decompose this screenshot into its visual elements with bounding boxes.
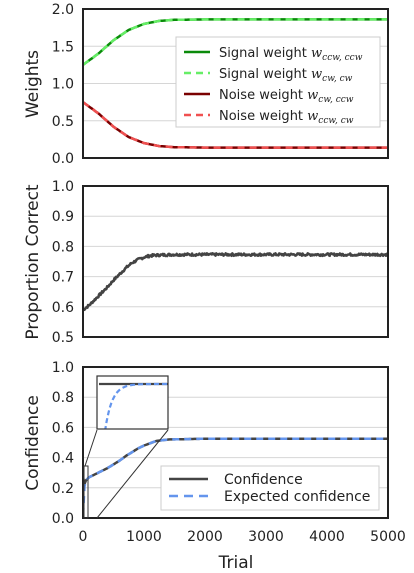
inset-connector-bottom [96, 429, 169, 519]
x-tick-label: 3000 [248, 529, 284, 545]
y-tick-label: 0.9 [52, 209, 74, 225]
x-tick-label: 5000 [370, 529, 406, 545]
y-axis-label-proportion: Proportion Correct [23, 184, 43, 340]
legend-weights: Signal weight wccw, ccw Signal weight wcw… [175, 36, 381, 128]
series-line-weights-1 [83, 18, 388, 66]
plot-frame-proportion [82, 185, 389, 338]
y-tick-label: 0.0 [52, 151, 74, 167]
y-tick-label: 1.0 [52, 360, 74, 376]
inset-source-box [83, 465, 89, 519]
series-line-proportion-0 [83, 252, 388, 312]
legend-box-confidence [160, 465, 380, 511]
y-tick-label: 0.8 [52, 390, 74, 406]
series-line-weights-3 [83, 101, 388, 149]
y-axis-label-confidence: Confidence [23, 395, 43, 491]
legend-label: Noise weight wccw, cw [219, 109, 354, 126]
plot-frame-confidence [82, 366, 389, 519]
x-tick-label: 2000 [187, 529, 223, 545]
legend-label: Confidence [224, 472, 303, 488]
y-ticks-proportion: 0.5 0.6 0.7 0.8 0.9 1.0 [52, 179, 74, 346]
y-tick-label: 0.0 [52, 511, 74, 527]
x-tick-label: 0 [79, 529, 88, 545]
y-tick-label: 0.4 [52, 451, 74, 467]
y-tick-label: 1.5 [52, 39, 74, 55]
x-tick-label: 1000 [126, 529, 162, 545]
plot-frame-weights [82, 8, 389, 159]
y-tick-label: 1.0 [52, 77, 74, 93]
grid-proportion [83, 185, 388, 338]
y-tick-label: 0.8 [52, 239, 74, 255]
zoom-inset [83, 375, 169, 519]
y-axis-label-weights: Weights [23, 50, 43, 118]
inset-expected-line [104, 382, 168, 429]
y-tick-label: 0.6 [52, 300, 74, 316]
y-tick-label: 2.0 [52, 2, 74, 18]
series-line-confidence-1 [83, 437, 388, 516]
legend-label: Signal weight wcw, cw [219, 67, 353, 84]
inset-connector-top [84, 429, 98, 467]
y-ticks-confidence: 0.0 0.2 0.4 0.6 0.8 1.0 [52, 360, 74, 527]
y-ticks-weights: 0.0 0.5 1.0 1.5 2.0 [52, 2, 74, 167]
x-tick-label: 4000 [309, 529, 345, 545]
y-tick-label: 0.7 [52, 270, 74, 286]
y-tick-label: 0.5 [52, 114, 74, 130]
x-ticks: 0 1000 2000 3000 4000 5000 [79, 529, 406, 545]
legend-label: Expected confidence [224, 489, 370, 505]
y-tick-label: 0.2 [52, 481, 74, 497]
chart-panel-weights: 0.0 0.5 1.0 1.5 2.0 Weights Signal weight wc… [23, 2, 389, 167]
y-tick-label: 0.5 [52, 330, 74, 346]
x-axis-label: Trial [218, 553, 254, 573]
legend-label: Noise weight wcw, ccw [219, 88, 354, 105]
chart-panel-proportion: 0.5 0.6 0.7 0.8 0.9 1.0 Proportion Correct [23, 179, 389, 346]
y-tick-label: 1.0 [52, 179, 74, 195]
legend-label: Signal weight wccw, ccw [219, 46, 363, 63]
chart-panel-confidence: 0.0 0.2 0.4 0.6 0.8 1.0 Confidence Confidence… [23, 360, 389, 527]
inset-frame [96, 375, 169, 430]
y-tick-label: 0.6 [52, 420, 74, 436]
